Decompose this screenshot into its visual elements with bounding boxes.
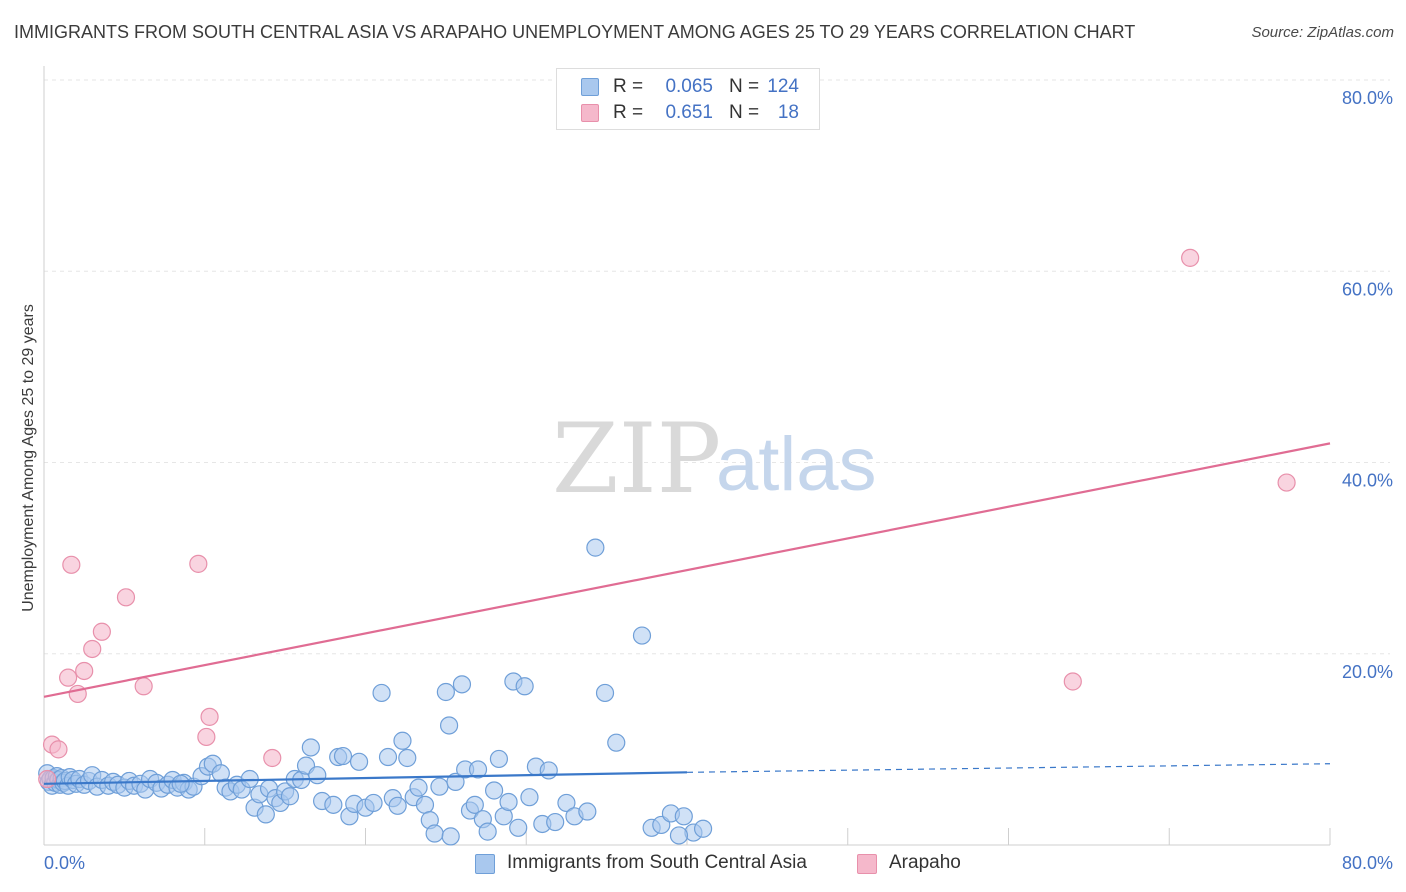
data-point-immigrants: [499, 792, 518, 812]
data-point-arapaho: [49, 740, 68, 759]
legend-swatch-pink: [581, 104, 599, 122]
data-point-immigrants: [557, 793, 576, 813]
data-point-immigrants: [693, 819, 713, 838]
legend-r-value: 0.065: [665, 76, 713, 97]
data-point-immigrants: [333, 746, 353, 766]
data-point-immigrants: [388, 796, 407, 815]
x-axis-ticks: 0.0% 80.0%: [44, 853, 1393, 873]
legend-n-value: 124: [767, 76, 799, 97]
data-point-immigrants: [439, 716, 459, 735]
data-point-immigrants: [485, 781, 504, 800]
data-point-immigrants: [452, 675, 472, 694]
data-point-arapaho: [116, 588, 136, 607]
data-point-immigrants: [539, 761, 558, 780]
y-axis-title: Unemployment Among Ages 25 to 29 years: [20, 304, 37, 612]
data-point-arapaho: [1277, 473, 1296, 492]
trend-lines: [43, 442, 1331, 785]
data-point-arapaho: [134, 677, 153, 696]
chart-title: IMMIGRANTS FROM SOUTH CENTRAL ASIA VS AR…: [14, 22, 1136, 42]
data-point-arapaho: [75, 661, 94, 681]
x-tick-label: 80.0%: [1342, 853, 1393, 873]
data-point-arapaho: [92, 622, 111, 641]
legend-r-label: R =: [613, 76, 644, 97]
data-point-immigrants: [393, 731, 412, 750]
data-point-arapaho: [38, 769, 57, 789]
data-point-arapaho: [197, 727, 216, 747]
legend-r-label: R =: [613, 102, 644, 123]
data-point-immigrants: [669, 826, 689, 845]
data-point-arapaho: [1063, 672, 1082, 691]
data-point-immigrants: [398, 748, 417, 768]
watermark-atlas: atlas: [716, 422, 877, 507]
data-point-immigrants: [468, 760, 488, 779]
data-point-immigrants: [478, 822, 497, 841]
legend-swatch-pink: [857, 854, 877, 874]
legend-label-immigrants: Immigrants from South Central Asia: [507, 852, 807, 873]
y-tick-label: 60.0%: [1342, 279, 1393, 299]
data-point-immigrants: [280, 787, 300, 806]
data-point-immigrants: [415, 795, 435, 814]
legend-label-arapaho: Arapaho: [889, 852, 961, 873]
trend-line-immigrants: [43, 771, 688, 785]
data-point-arapaho: [83, 639, 102, 659]
data-point-immigrants: [349, 752, 369, 771]
data-point-arapaho: [263, 748, 282, 768]
data-point-immigrants: [364, 793, 383, 813]
stats-legend: R = 0.065 N = 124 R = 0.651 N = 18: [556, 68, 820, 130]
legend-swatch-blue: [581, 78, 599, 96]
data-point-immigrants: [256, 805, 275, 824]
data-point-arapaho: [62, 555, 81, 574]
data-point-immigrants: [324, 795, 343, 814]
data-point-immigrants: [632, 626, 652, 645]
data-point-immigrants: [436, 682, 455, 702]
legend-n-label: N =: [729, 76, 760, 97]
data-point-immigrants: [674, 807, 693, 826]
data-point-immigrants: [308, 766, 327, 785]
trend-line-arapaho: [43, 442, 1331, 698]
data-point-immigrants: [372, 683, 391, 703]
data-point-immigrants: [607, 733, 626, 752]
data-point-immigrants: [509, 818, 528, 837]
data-point-immigrants: [441, 827, 460, 846]
legend-swatch-blue: [475, 854, 495, 874]
watermark-zip: ZIP: [552, 403, 721, 515]
data-point-immigrants: [515, 677, 534, 696]
data-point-immigrants: [378, 747, 398, 767]
data-point-arapaho: [1181, 248, 1200, 267]
y-tick-label: 20.0%: [1342, 662, 1393, 682]
legend-r-value: 0.651: [665, 102, 713, 123]
watermark: ZIP atlas: [552, 403, 877, 515]
y-axis-ticks: 20.0% 40.0% 60.0% 80.0%: [1342, 88, 1393, 682]
series-legend: Immigrants from South Central Asia Arapa…: [0, 852, 1406, 878]
chart-source: Source: ZipAtlas.com: [1251, 24, 1394, 41]
legend-n-label: N =: [729, 102, 760, 123]
grid-lines: [44, 79, 1390, 655]
data-point-immigrants: [586, 538, 605, 557]
y-tick-label: 40.0%: [1342, 471, 1393, 491]
data-point-immigrants: [578, 802, 597, 821]
data-point-immigrants: [301, 738, 320, 757]
trend-line-immigrants-extension: [686, 763, 1331, 773]
data-point-immigrants: [446, 772, 465, 791]
x-tick-label: 0.0%: [44, 853, 85, 873]
series-immigrants-points: [38, 538, 713, 846]
data-point-immigrants: [171, 774, 190, 793]
data-point-immigrants: [595, 683, 615, 703]
data-point-immigrants: [430, 777, 449, 796]
data-point-immigrants: [520, 788, 539, 807]
y-tick-label: 80.0%: [1342, 88, 1393, 108]
legend-n-value: 18: [777, 102, 799, 123]
data-point-arapaho: [59, 668, 78, 687]
series-arapaho-points: [38, 248, 1296, 789]
data-point-arapaho: [189, 554, 208, 573]
data-point-immigrants: [489, 749, 509, 769]
data-point-immigrants: [546, 812, 565, 832]
data-point-immigrants: [425, 824, 444, 843]
data-point-arapaho: [200, 707, 219, 726]
data-point-immigrants: [465, 795, 484, 814]
data-point-immigrants: [409, 778, 428, 797]
